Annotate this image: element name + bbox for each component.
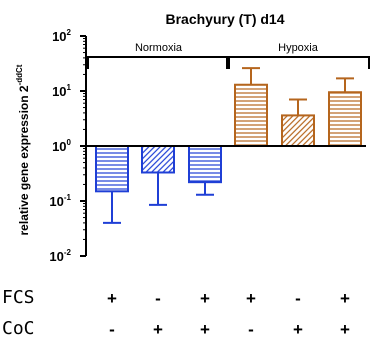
y-axis-label: relative gene expression 2-ddCt — [15, 64, 31, 235]
bar — [328, 91, 362, 148]
y-tick-exponent: -2 — [64, 248, 72, 257]
y-tick-base: 10 — [49, 194, 63, 209]
group-bracket — [226, 56, 370, 69]
condition-sign: - — [295, 289, 301, 308]
bar — [188, 145, 222, 184]
y-tick-label: 100 — [52, 138, 71, 154]
condition-sign: - — [248, 320, 254, 339]
group-label: Normoxia — [135, 42, 183, 54]
y-tick-label: 101 — [52, 83, 71, 99]
y-tick-exponent: 1 — [67, 83, 72, 92]
y-tick-exponent: 2 — [67, 28, 72, 37]
y-axis-label-main: relative gene expression 2 — [17, 85, 31, 235]
condition-label: FCS — [2, 287, 35, 308]
condition-sign: + — [340, 289, 350, 308]
group-bracket — [87, 56, 230, 69]
condition-sign: + — [246, 289, 256, 308]
y-tick-base: 10 — [52, 139, 66, 154]
y-tick-label: 10-2 — [49, 248, 71, 264]
bar — [281, 114, 315, 148]
condition-sign: - — [109, 320, 115, 339]
condition-table: FCS + - + + - + CoC - + + - + + — [2, 287, 350, 339]
bar — [234, 83, 268, 147]
condition-sign: + — [293, 320, 303, 339]
condition-label: CoC — [2, 318, 35, 339]
condition-sign: + — [340, 320, 350, 339]
bar — [95, 145, 129, 193]
group-label: Hypoxia — [278, 42, 319, 54]
y-tick-label: 10-1 — [49, 193, 71, 209]
condition-sign: - — [155, 289, 161, 308]
condition-sign: + — [200, 289, 210, 308]
y-tick-exponent: -1 — [64, 193, 72, 202]
y-tick-base: 10 — [52, 29, 66, 44]
group-brackets: Normoxia Hypoxia — [87, 42, 370, 69]
condition-sign: + — [107, 289, 117, 308]
y-tick-base: 10 — [49, 249, 63, 264]
condition-sign: + — [153, 320, 163, 339]
bar — [141, 145, 175, 174]
condition-sign: + — [200, 320, 210, 339]
y-tick-exponent: 0 — [67, 138, 72, 147]
y-axis-label-superscript: -ddCt — [15, 64, 24, 85]
y-tick-label: 102 — [52, 28, 71, 44]
y-tick-base: 10 — [52, 84, 66, 99]
chart-title: Brachyury (T) d14 — [165, 11, 284, 27]
